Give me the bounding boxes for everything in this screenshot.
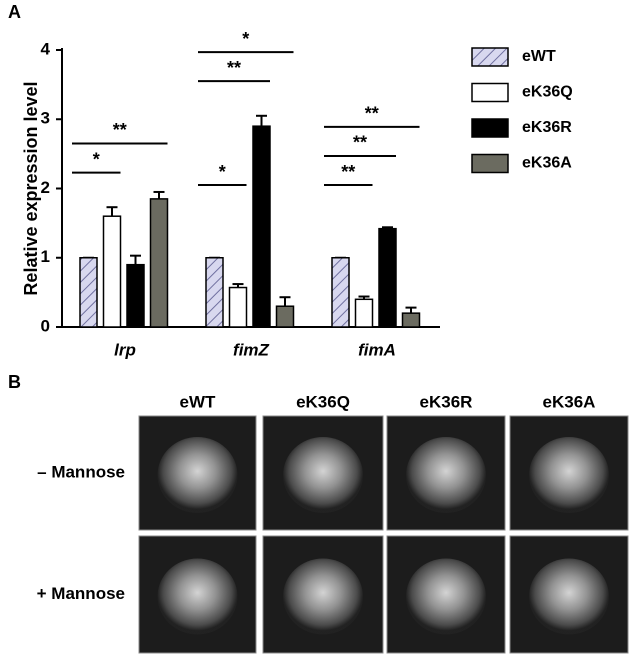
significance-label: ** [113, 120, 127, 140]
row-label: – Mannose [37, 462, 125, 481]
bar [331, 257, 350, 328]
panel-label: B [8, 372, 21, 392]
significance-label: ** [365, 104, 379, 124]
colony [157, 558, 238, 635]
y-tick-label: 0 [41, 316, 50, 335]
bar [354, 298, 374, 328]
y-tick-label: 2 [41, 178, 50, 197]
y-tick-label: 1 [41, 247, 50, 266]
legend-swatch [471, 118, 509, 138]
bar [252, 125, 271, 328]
legend-swatch [471, 82, 509, 103]
y-tick-label: 4 [41, 39, 51, 58]
x-tick-label: fimZ [233, 340, 270, 359]
bar [378, 227, 397, 328]
column-label: eK36A [543, 392, 596, 411]
legend-label: eWT [522, 48, 556, 65]
x-tick-label: fimA [358, 340, 396, 359]
legend-swatch [471, 47, 509, 67]
row-label: + Mannose [37, 584, 125, 603]
bar [126, 263, 145, 328]
column-label: eK36R [420, 392, 473, 411]
column-label: eWT [180, 392, 217, 411]
significance-label: * [242, 29, 249, 49]
significance-label: * [219, 162, 226, 182]
significance-label: * [93, 149, 100, 169]
legend-swatch [471, 153, 509, 174]
colony [283, 558, 363, 635]
colony [529, 558, 609, 635]
colony [157, 437, 238, 513]
significance-label: ** [227, 58, 241, 78]
colony [406, 437, 486, 513]
colony [529, 437, 609, 513]
bar [102, 215, 122, 328]
panel-b: eWT eK36Q eK36R eK36A – Mannose + Mannose [37, 392, 629, 654]
y-axis-label: Relative expression level [21, 81, 41, 295]
legend-label: eK36R [522, 119, 572, 136]
x-tick-label: lrp [114, 340, 136, 359]
bar [79, 257, 98, 328]
y-tick-label: 3 [41, 109, 50, 128]
column-label: eK36Q [296, 392, 350, 411]
significance-label: ** [341, 162, 355, 182]
legend-label: eK36A [522, 155, 572, 172]
bar [401, 312, 421, 328]
significance-label: ** [353, 133, 367, 153]
legend-label: eK36Q [522, 84, 573, 101]
bar [228, 286, 248, 328]
bar [205, 257, 224, 328]
bar [275, 305, 295, 328]
panel-label: A [8, 2, 21, 22]
colony [283, 437, 363, 513]
colony [406, 558, 486, 635]
bar [149, 198, 169, 328]
